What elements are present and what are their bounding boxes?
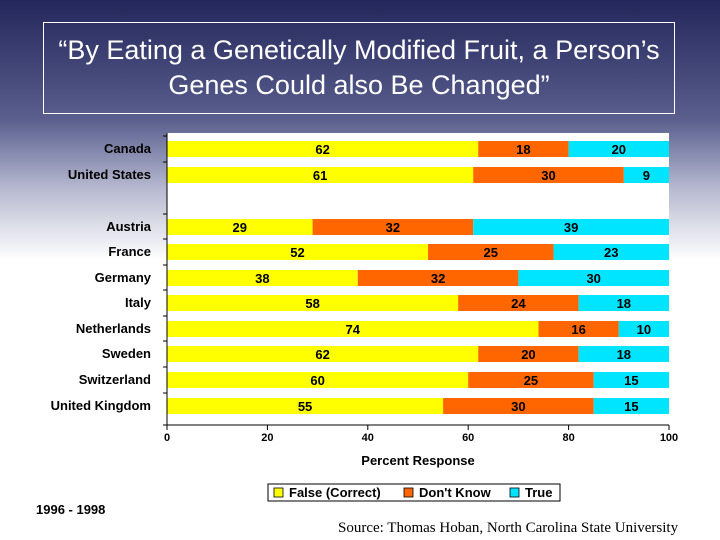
data-label: 52 (290, 245, 304, 260)
legend-swatch-series-1 (403, 487, 414, 498)
bar-italy-series-0 (167, 295, 459, 311)
legend-box (267, 483, 561, 502)
data-label: 55 (298, 399, 312, 414)
bar-italy-series-1 (458, 295, 579, 311)
bar-austria-series-0 (167, 219, 313, 235)
data-label: 23 (604, 245, 618, 260)
bar-netherlands-series-1 (538, 321, 619, 337)
data-label: 10 (637, 322, 651, 337)
title-box: “By Eating a Genetically Modified Fruit,… (43, 22, 675, 114)
bar-netherlands-series-2 (618, 321, 669, 337)
data-label: 16 (571, 322, 585, 337)
slide-title: “By Eating a Genetically Modified Fruit,… (58, 35, 660, 100)
data-label: 32 (386, 220, 400, 235)
data-label: 29 (233, 220, 247, 235)
data-label: 58 (305, 296, 319, 311)
legend-label: True (525, 485, 552, 500)
data-label: 24 (511, 296, 526, 311)
data-label: 62 (315, 142, 329, 157)
bar-united-kingdom-series-2 (593, 398, 669, 414)
x-tick-label: 40 (362, 432, 374, 444)
bar-italy-series-2 (578, 295, 669, 311)
x-tick-label: 0 (164, 432, 170, 444)
data-label: 25 (524, 373, 538, 388)
data-label: 20 (612, 142, 626, 157)
bar-united-kingdom-series-1 (443, 398, 594, 414)
bar-switzerland-series-2 (593, 372, 669, 388)
data-label: 18 (516, 142, 530, 157)
category-label: Sweden (102, 346, 151, 361)
data-label: 20 (521, 347, 535, 362)
category-label: Germany (95, 270, 152, 285)
legend-swatch-series-0 (273, 487, 284, 498)
bar-united-states-series-0 (167, 167, 474, 183)
category-label: United States (68, 167, 151, 182)
bar-united-states-series-1 (473, 167, 624, 183)
data-label: 30 (541, 168, 555, 183)
bar-sweden-series-2 (578, 346, 669, 362)
category-label: Switzerland (79, 372, 151, 387)
data-label: 74 (346, 322, 361, 337)
x-tick-label: 60 (462, 432, 474, 444)
data-label: 15 (624, 399, 638, 414)
legend-label: Don't Know (419, 485, 492, 500)
bar-switzerland-series-0 (167, 372, 469, 388)
bar-france-series-0 (167, 244, 429, 260)
bar-united-states-series-2 (623, 167, 669, 183)
category-label: Italy (125, 295, 152, 310)
data-label: 25 (484, 245, 498, 260)
bar-switzerland-series-1 (468, 372, 594, 388)
bar-canada-series-0 (167, 141, 479, 157)
data-label: 39 (564, 220, 578, 235)
bar-germany-series-2 (518, 270, 669, 286)
data-label: 18 (617, 347, 631, 362)
bar-canada-series-2 (568, 141, 669, 157)
data-label: 61 (313, 168, 327, 183)
period-label: 1996 - 1998 (36, 502, 106, 517)
legend-label: False (Correct) (289, 485, 381, 500)
legend-swatch-series-2 (509, 487, 520, 498)
data-label: 38 (255, 271, 269, 286)
bar-austria-series-2 (473, 219, 669, 235)
data-label: 30 (511, 399, 525, 414)
bar-sweden-series-0 (167, 346, 479, 362)
data-label: 62 (315, 347, 329, 362)
data-label: 30 (586, 271, 600, 286)
x-tick-label: 80 (562, 432, 574, 444)
category-label: Canada (104, 141, 152, 156)
bar-netherlands-series-0 (167, 321, 539, 337)
bar-france-series-2 (553, 244, 669, 260)
category-label: United Kingdom (51, 398, 151, 413)
bar-canada-series-1 (478, 141, 569, 157)
x-tick-label: 20 (261, 432, 273, 444)
bar-united-kingdom-series-0 (167, 398, 444, 414)
x-axis-title: Percent Response (361, 453, 474, 468)
category-label: France (108, 244, 151, 259)
data-label: 32 (431, 271, 445, 286)
bar-sweden-series-1 (478, 346, 579, 362)
data-label: 9 (643, 168, 650, 183)
bar-france-series-1 (428, 244, 554, 260)
bar-austria-series-1 (312, 219, 474, 235)
bar-germany-series-1 (357, 270, 519, 286)
source-citation: Source: Thomas Hoban, North Carolina Sta… (338, 520, 679, 536)
data-label: 18 (617, 296, 631, 311)
bar-germany-series-0 (167, 270, 358, 286)
x-tick-label: 100 (660, 432, 678, 444)
data-label: 60 (310, 373, 324, 388)
data-label: 15 (624, 373, 638, 388)
category-label: Netherlands (76, 321, 151, 336)
category-label: Austria (106, 219, 152, 234)
